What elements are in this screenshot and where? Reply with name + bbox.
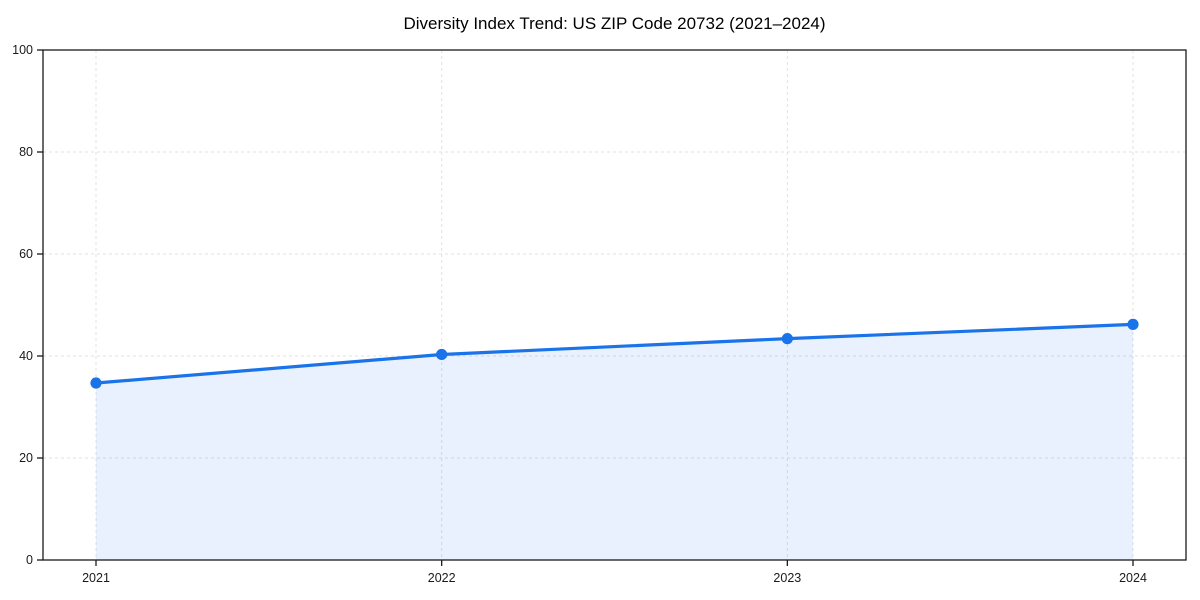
area-fill bbox=[96, 324, 1133, 560]
data-point-2024 bbox=[1127, 318, 1139, 330]
x-tick-label: 2023 bbox=[773, 571, 801, 585]
x-tick-label: 2022 bbox=[428, 571, 456, 585]
y-tick-label: 40 bbox=[19, 349, 33, 363]
data-point-2022 bbox=[436, 348, 448, 361]
plot-frame bbox=[42, 49, 1187, 561]
trend-line bbox=[94, 322, 1135, 385]
data-point-2023 bbox=[781, 333, 793, 345]
y-tick-label: 60 bbox=[19, 247, 33, 261]
y-tick-label: 80 bbox=[19, 145, 33, 159]
x-tick-label: 2024 bbox=[1119, 571, 1147, 585]
x-tick-label: 2021 bbox=[82, 571, 110, 585]
y-tick-label: 100 bbox=[12, 43, 33, 57]
chart-title: Diversity Index Trend: US ZIP Code 20732… bbox=[403, 14, 826, 33]
y-tick-label: 20 bbox=[19, 451, 33, 465]
data-point-2021 bbox=[90, 377, 102, 389]
y-tick-label: 0 bbox=[26, 553, 33, 567]
